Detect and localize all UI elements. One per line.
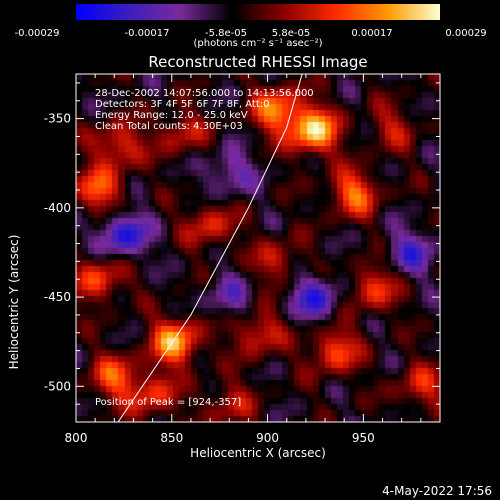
colorbar-units: (photons cm⁻² s⁻¹ asec⁻²) [193, 38, 323, 49]
chart-title: Reconstructed RHESSI Image [148, 53, 368, 71]
y-tick-label: -350 [44, 112, 71, 126]
y-axis-label: Heliocentric Y (arcsec) [7, 234, 21, 370]
colorbar-tick-label: -0.00029 [14, 28, 60, 39]
colorbar [76, 4, 440, 20]
colorbar-gradient [76, 4, 440, 20]
timestamp-footer: 4-May-2022 17:56 [382, 484, 492, 498]
y-tick-label: -400 [44, 201, 71, 215]
x-tick-label: 950 [352, 431, 375, 445]
colorbar-tick-label: -0.00017 [124, 28, 170, 39]
x-tick-label: 800 [65, 431, 88, 445]
colorbar-tick-label: 5.8e-05 [271, 28, 311, 39]
x-tick-label: 900 [256, 431, 279, 445]
x-axis-label: Heliocentric X (arcsec) [190, 446, 326, 460]
solar-limb-line [117, 73, 303, 423]
peak-position-annotation: Position of Peak = [924,-357] [95, 397, 242, 408]
colorbar-tick-label: 0.00017 [351, 28, 393, 39]
heatmap-image [76, 74, 440, 422]
x-tick-label: 850 [160, 431, 183, 445]
y-tick-label: -500 [44, 379, 71, 393]
plot-frame [75, 73, 441, 423]
detectors-annotation: Detectors: 3F 4F 5F 6F 7F 8F, Att:0 [95, 99, 270, 110]
time-range-annotation: 28-Dec-2002 14:07:56.000 to 14:13:56.000 [95, 88, 314, 99]
energy-range-annotation: Energy Range: 12.0 - 25.0 keV [95, 110, 248, 121]
colorbar-tick-label: -5.8e-05 [205, 28, 247, 39]
colorbar-tick-label: 0.00029 [445, 28, 487, 39]
clean-counts-annotation: Clean Total counts: 4.30E+03 [95, 121, 243, 132]
y-tick-label: -450 [44, 290, 71, 304]
